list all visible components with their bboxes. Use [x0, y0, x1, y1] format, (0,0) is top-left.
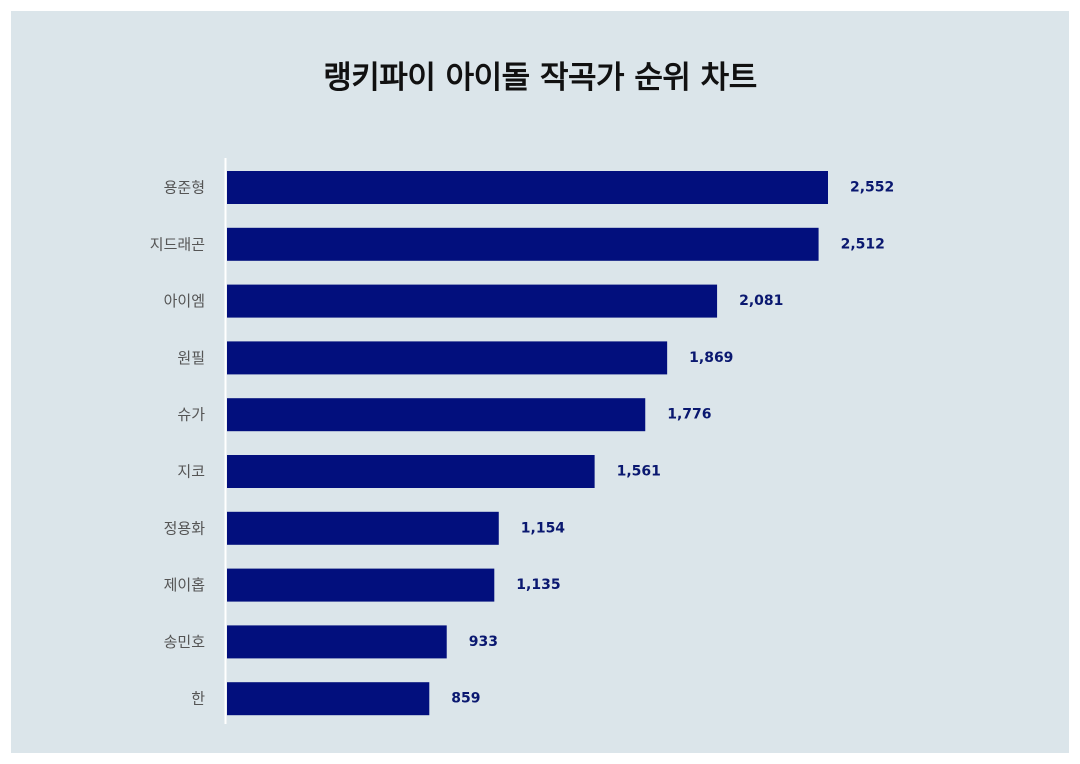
bar-6: [227, 455, 595, 488]
category-label: 제이홉: [164, 576, 205, 594]
value-label: 2,512: [841, 236, 885, 252]
value-labels: 2,552 2,512 2,081 1,869 1,776 1,561 1,154 1,135…: [451, 180, 894, 707]
bar-5: [227, 398, 646, 432]
category-label: 정용화: [164, 519, 206, 537]
value-label: 1,869: [689, 350, 733, 366]
value-label: 1,776: [667, 407, 711, 423]
bar-10: [227, 682, 430, 716]
value-label: 859: [451, 691, 480, 707]
category-label: 한: [191, 690, 205, 708]
bar-7: [227, 511, 499, 545]
bar-8: [227, 568, 495, 602]
bar-4: [227, 341, 668, 375]
value-label: 1,561: [617, 464, 661, 480]
value-label: 1,154: [521, 520, 566, 536]
chart-background: [11, 11, 1069, 753]
value-label: 933: [469, 634, 498, 650]
category-label: 지드래곤: [150, 235, 205, 253]
chart-title: 랭키파이 아이돌 작곡가 순위 차트: [323, 60, 757, 96]
value-label: 2,081: [739, 293, 783, 309]
category-label: 슈가: [177, 406, 205, 424]
value-label: 2,552: [850, 180, 894, 196]
category-label: 용준형: [164, 179, 205, 197]
category-label: 지코: [177, 463, 205, 481]
value-label: 1,135: [516, 577, 560, 593]
bar-9: [227, 625, 447, 659]
category-label: 원필: [177, 349, 205, 367]
bar-1: [227, 171, 828, 204]
bars-group: [227, 171, 828, 716]
category-label: 송민호: [164, 633, 206, 651]
category-label: 아이엠: [164, 292, 205, 310]
bar-2: [227, 227, 819, 261]
bar-3: [227, 284, 718, 318]
